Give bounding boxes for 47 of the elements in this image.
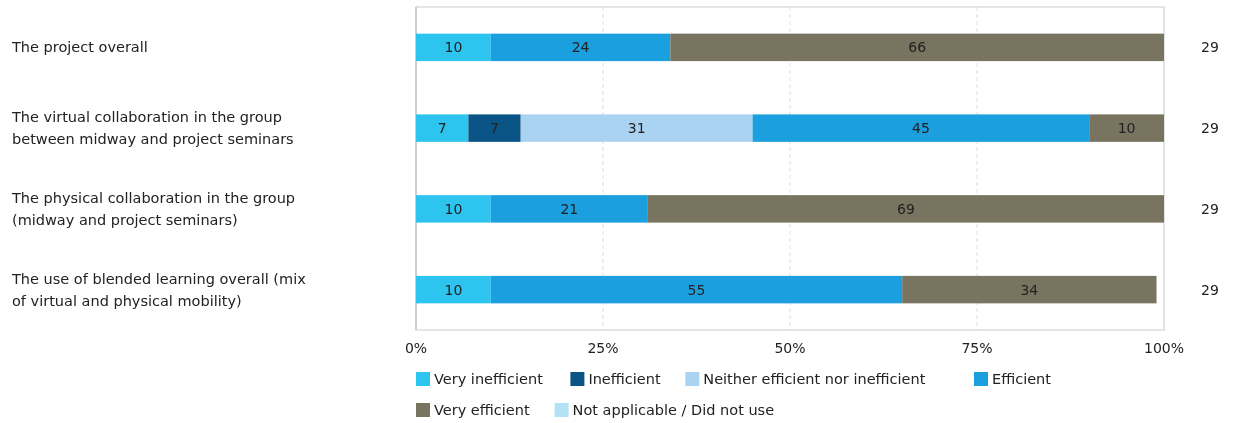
x-tick-label: 100% [1143,340,1185,356]
data-label: 10 [1117,120,1136,137]
data-label: 45 [911,120,930,137]
legend-label: Inefficient [588,371,661,388]
legend-label: Very inefficient [434,371,544,388]
legend-label: Efficient [992,371,1052,388]
bar [416,275,491,304]
x-tick-label: 50% [774,340,806,356]
bar [752,114,1090,142]
bar [670,33,1164,62]
bar [416,114,469,142]
x-tick-label: 75% [961,340,993,356]
data-label: 10 [444,281,463,298]
data-label: 10 [444,39,463,56]
data-label: 7 [437,120,447,137]
text: 29 [1201,281,1219,298]
text: 29 [1201,39,1219,56]
bar [647,195,1164,223]
y-tick-label: The project overall [11,39,148,56]
data-label: 55 [687,281,706,298]
data-label: 69 [897,200,915,217]
data-label: 21 [560,200,579,217]
bar [490,33,671,62]
text: 29 [1201,120,1219,137]
y-tick-label: The use of blended learning overall (mix of virtual and physical mobility) [11,270,307,309]
bar [520,114,753,142]
bar [416,195,491,223]
bar [490,275,903,304]
bar [1089,114,1164,142]
y-tick-label: The physical collaboration in the group (midway and project seminars) [11,189,296,228]
legend-label: Very efficient [434,402,530,419]
bar [490,195,648,223]
data-label: 31 [627,120,646,137]
bar [468,114,521,142]
x-tick-label: 0% [404,340,428,356]
data-label: 7 [490,120,499,137]
data-label: 10 [444,200,463,217]
y-tick-label: The virtual collaboration in the group between midway and project seminars [11,109,294,148]
text: 29 [1201,200,1219,217]
data-label: 66 [908,39,927,56]
x-tick-label: 25% [587,340,619,356]
data-label: 34 [1020,281,1039,298]
bar [416,33,491,62]
legend-label: Not applicable / Did not use [572,402,775,419]
data-label: 24 [571,39,590,56]
legend-label: Neither efficient nor inefficient [703,371,926,388]
bar [902,275,1157,304]
